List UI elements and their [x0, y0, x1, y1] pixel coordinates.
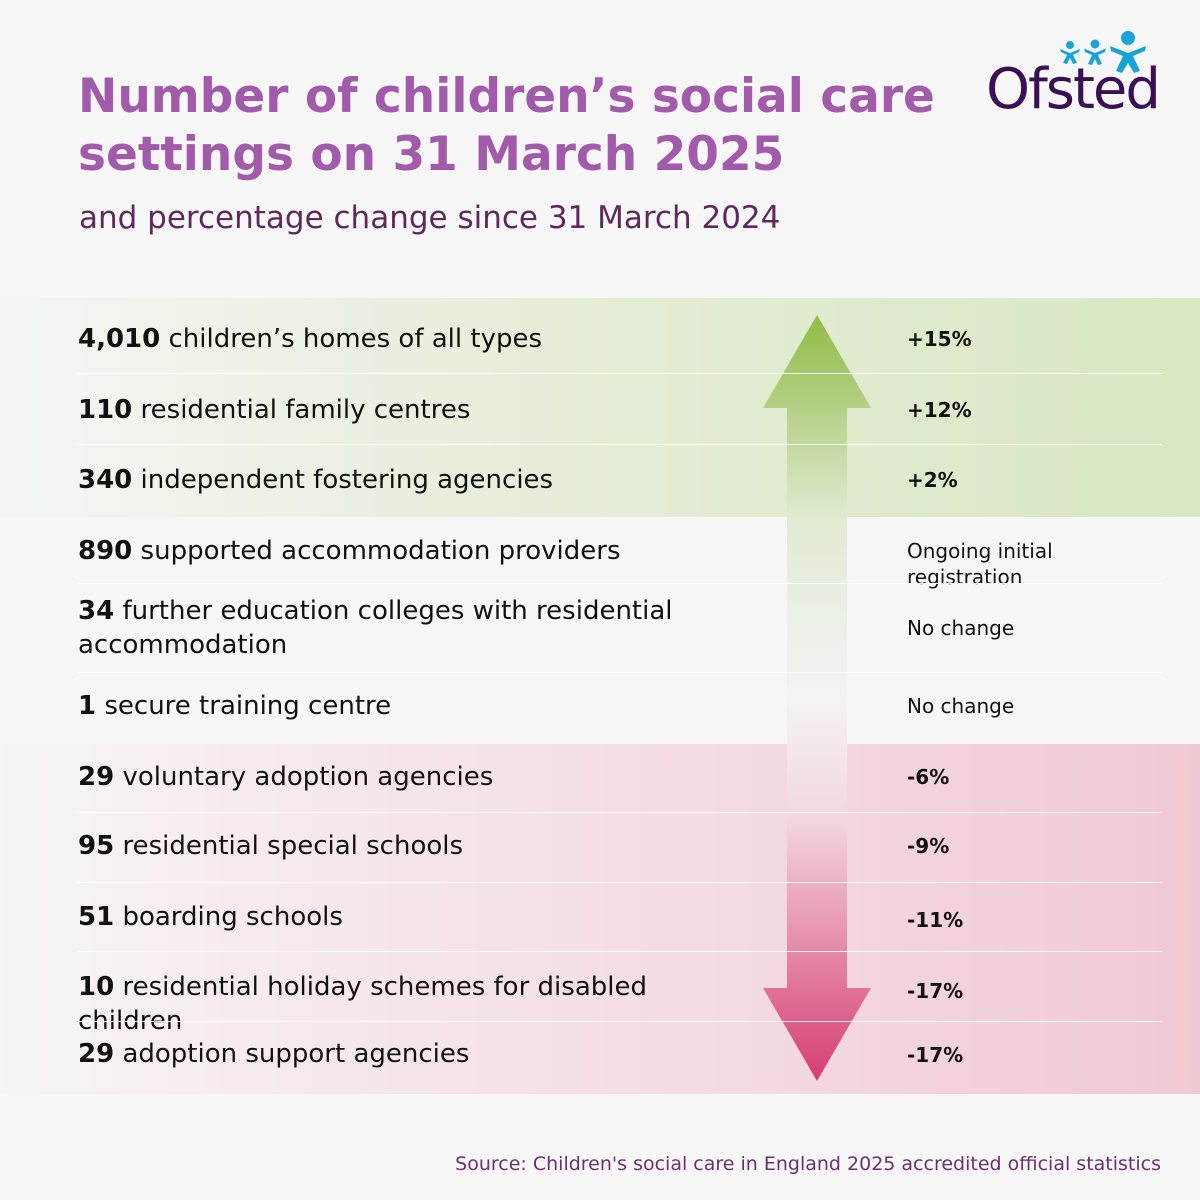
setting-type: boarding schools	[122, 902, 343, 932]
percentage-change: -6%	[907, 765, 950, 789]
setting-label: 29 adoption support agencies	[78, 1037, 718, 1071]
setting-count: 340	[78, 465, 133, 495]
percentage-change: +15%	[907, 327, 972, 351]
table-row: 890 supported accommodation providers Ong…	[78, 516, 1162, 589]
row-divider	[78, 672, 1162, 673]
setting-count: 1	[78, 691, 97, 721]
setting-label: 29 voluntary adoption agencies	[78, 760, 718, 794]
table-row: 29 adoption support agencies -17%	[78, 1022, 1162, 1092]
table-row: 95 residential special schools -9%	[78, 813, 1162, 883]
setting-type: residential special schools	[122, 831, 464, 861]
ofsted-wordmark: Ofsted	[986, 57, 1161, 122]
table-row: 10 residential holiday schemes for disab…	[78, 952, 1162, 1036]
setting-count: 51	[78, 902, 115, 932]
setting-label: 890 supported accommodation providers	[78, 534, 718, 568]
table-row: 110 residential family centres +12%	[78, 374, 1162, 445]
up-down-arrow-icon	[763, 315, 871, 1081]
setting-type: residential holiday schemes for disabled…	[78, 972, 647, 1036]
percentage-change: -17%	[907, 1043, 964, 1067]
setting-label: 95 residential special schools	[78, 829, 718, 863]
setting-label: 4,010 children’s homes of all types	[78, 322, 718, 356]
setting-count: 34	[78, 596, 115, 626]
table-row: 51 boarding schools -11%	[78, 883, 1162, 952]
setting-label: 10 residential holiday schemes for disab…	[78, 970, 718, 1038]
setting-type: voluntary adoption agencies	[122, 762, 494, 792]
chart-title: Number of children’s social care setting…	[78, 69, 935, 182]
ofsted-logo: Ofsted	[984, 28, 1164, 128]
setting-count: 890	[78, 536, 133, 566]
table-row: 4,010 children’s homes of all types +15%	[78, 305, 1162, 374]
setting-count: 29	[78, 1039, 115, 1069]
row-divider	[78, 444, 1162, 445]
row-divider	[78, 1021, 1162, 1022]
setting-count: 29	[78, 762, 115, 792]
percentage-change: +2%	[907, 468, 958, 492]
setting-type: independent fostering agencies	[140, 465, 554, 495]
setting-count: 10	[78, 972, 115, 1002]
percentage-change: No change	[907, 694, 1015, 718]
row-divider	[78, 373, 1162, 374]
percentage-change: -11%	[907, 908, 964, 932]
source-note: Source: Children's social care in Englan…	[455, 1153, 1161, 1175]
row-divider	[78, 583, 1162, 584]
setting-count: 4,010	[78, 324, 161, 354]
setting-label: 34 further education colleges with resid…	[78, 594, 718, 662]
increase-band	[0, 298, 1200, 517]
chart-subtitle: and percentage change since 31 March 202…	[79, 200, 781, 236]
row-divider	[78, 951, 1162, 952]
percentage-change: No change	[907, 616, 1015, 640]
decrease-band	[0, 744, 1200, 1094]
setting-type: children’s homes of all types	[168, 324, 543, 354]
setting-type: residential family centres	[140, 395, 471, 425]
table-row: 340 independent fostering agencies +2%	[78, 445, 1162, 516]
setting-type: supported accommodation providers	[140, 536, 621, 566]
percentage-change: Ongoing initial registration	[907, 539, 1053, 589]
setting-label: 51 boarding schools	[78, 900, 718, 934]
setting-label: 1 secure training centre	[78, 689, 718, 723]
percentage-change: +12%	[907, 398, 972, 422]
percentage-change: -9%	[907, 834, 950, 858]
table-row: 1 secure training centre No change	[78, 673, 1162, 744]
setting-count: 110	[78, 395, 133, 425]
setting-type: adoption support agencies	[122, 1039, 470, 1069]
setting-label: 110 residential family centres	[78, 393, 718, 427]
row-divider	[78, 882, 1162, 883]
table-row: 34 further education colleges with resid…	[78, 584, 1162, 673]
percentage-change: -17%	[907, 979, 964, 1003]
setting-label: 340 independent fostering agencies	[78, 463, 718, 497]
ofsted-stars-icon	[1060, 31, 1146, 73]
setting-count: 95	[78, 831, 115, 861]
table-row: 29 voluntary adoption agencies -6%	[78, 744, 1162, 813]
setting-type: further education colleges with resident…	[78, 596, 673, 660]
row-divider	[78, 812, 1162, 813]
setting-type: secure training centre	[104, 691, 392, 721]
